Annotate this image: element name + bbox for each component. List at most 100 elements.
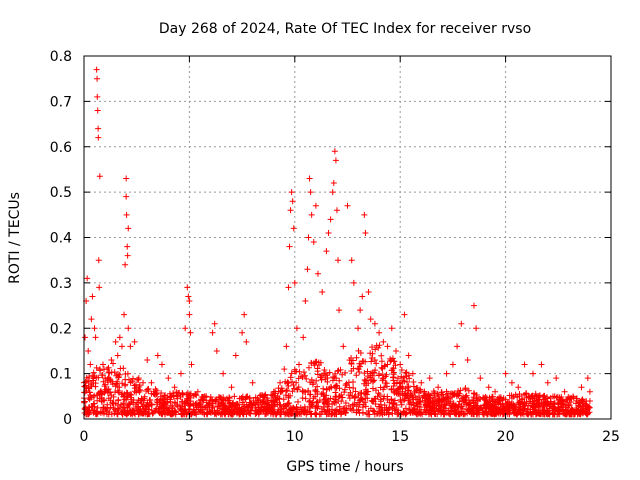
data-point <box>327 216 334 223</box>
band-point <box>309 381 316 388</box>
band-point <box>556 406 563 413</box>
data-point <box>94 93 101 100</box>
band-point <box>198 397 205 404</box>
band-point <box>121 396 128 403</box>
band-point <box>412 394 419 401</box>
band-point <box>335 397 342 404</box>
band-point <box>307 411 314 418</box>
band-point <box>286 407 293 414</box>
band-point <box>97 409 104 416</box>
band-point <box>124 370 131 377</box>
band-point <box>350 385 357 392</box>
band-point <box>99 395 106 402</box>
band-point <box>353 403 360 410</box>
band-point <box>125 376 132 383</box>
data-point <box>340 343 347 350</box>
band-point <box>207 393 214 400</box>
data-point <box>443 370 450 377</box>
data-point <box>288 189 295 196</box>
band-point <box>534 402 541 409</box>
band-point <box>118 409 125 416</box>
band-point <box>293 379 300 386</box>
band-point <box>525 411 532 418</box>
band-point <box>162 400 169 407</box>
band-point <box>405 372 412 379</box>
band-point <box>413 410 420 417</box>
data-point <box>392 347 399 354</box>
data-point <box>239 329 246 336</box>
data-point <box>508 379 515 386</box>
band-point <box>570 408 577 415</box>
data-point <box>187 329 194 336</box>
data-point <box>521 361 528 368</box>
band-point <box>190 400 197 407</box>
band-point <box>486 394 493 401</box>
data-point <box>578 384 585 391</box>
band-point <box>150 390 157 397</box>
data-point <box>270 388 277 395</box>
band-point <box>579 397 586 404</box>
band-point <box>204 402 211 409</box>
band-point <box>326 411 333 418</box>
band-point <box>547 401 554 408</box>
band-point <box>144 386 151 393</box>
band-point <box>109 381 116 388</box>
x-tick-label: 15 <box>391 429 409 445</box>
band-point <box>199 403 206 410</box>
data-point <box>96 284 103 291</box>
y-tick-label: 0.4 <box>50 231 72 247</box>
band-point <box>150 409 157 416</box>
band-point <box>341 389 348 396</box>
band-point <box>462 385 469 392</box>
band-point <box>277 408 284 415</box>
band-point <box>184 395 191 402</box>
band-point <box>264 404 271 411</box>
band-point <box>577 411 584 418</box>
band-point <box>177 406 184 413</box>
band-point <box>385 411 392 418</box>
band-point <box>398 373 405 380</box>
band-point <box>90 369 97 376</box>
band-point <box>326 400 333 407</box>
band-point <box>90 393 97 400</box>
band-point <box>369 372 376 379</box>
x-tick-label: 5 <box>185 429 194 445</box>
band-point <box>422 397 429 404</box>
band-point <box>240 396 247 403</box>
data-point <box>124 252 131 259</box>
band-point <box>345 402 352 409</box>
band-point <box>106 369 113 376</box>
band-point <box>336 393 343 400</box>
band-point <box>131 388 138 395</box>
band-point <box>483 408 490 415</box>
band-point <box>395 390 402 397</box>
band-point <box>302 406 309 413</box>
band-point <box>549 404 556 411</box>
band-point <box>212 397 219 404</box>
band-point <box>516 391 523 398</box>
data-point <box>357 307 364 314</box>
data-point <box>350 279 357 286</box>
band-point <box>233 408 240 415</box>
data-point <box>209 329 216 336</box>
data-point <box>310 239 317 246</box>
data-point <box>401 311 408 318</box>
band-point <box>550 410 557 417</box>
band-point <box>132 381 139 388</box>
band-point <box>107 404 114 411</box>
band-point <box>491 406 498 413</box>
band-point <box>323 392 330 399</box>
band-point <box>407 390 414 397</box>
band-point <box>375 372 382 379</box>
band-point <box>119 380 126 387</box>
data-point <box>319 288 326 295</box>
band-point <box>143 403 150 410</box>
band-point <box>170 410 177 417</box>
band-point <box>321 396 328 403</box>
band-point <box>126 401 133 408</box>
band-point <box>383 404 390 411</box>
band-point <box>512 391 519 398</box>
data-point <box>95 125 102 132</box>
band-point <box>231 393 238 400</box>
band-point <box>372 387 379 394</box>
